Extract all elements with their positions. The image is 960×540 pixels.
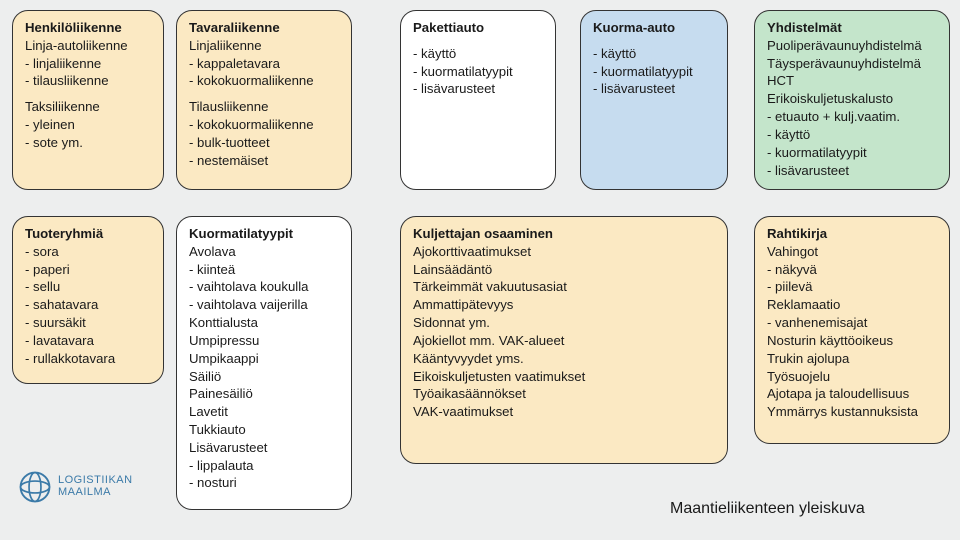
text-line: Lavetit [189,403,339,421]
card-yhdistelmat: Yhdistelmät Puoliperävaunuyhdistelmä Täy… [754,10,950,190]
card-tavaraliikenne: Tavaraliikenne Linjaliikenne - kappaleta… [176,10,352,190]
text-line: Ajokiellot mm. VAK-alueet [413,332,715,350]
text-line: Lainsäädäntö [413,261,715,279]
text-line: Puoliperävaunuyhdistelmä [767,37,937,55]
text-line: Työsuojelu [767,368,937,386]
text-line: Tärkeimmät vakuutusasiat [413,278,715,296]
text-line: - kiinteä [189,261,339,279]
text-line: Trukin ajolupa [767,350,937,368]
text-line: - käyttö [767,126,937,144]
text-line: Täysperävaunuyhdistelmä [767,55,937,73]
card-title: Pakettiauto [413,19,543,37]
text-line: - sellu [25,278,151,296]
text-line: - lisävarusteet [413,80,543,98]
text-line: Työaikasäännökset [413,385,715,403]
text-line: - paperi [25,261,151,279]
text-line: Ajokorttivaatimukset [413,243,715,261]
text-line: Tilausliikenne [189,98,339,116]
text-line: Reklamaatio [767,296,937,314]
text-line: - rullakkotavara [25,350,151,368]
card-kuormatilatyypit: Kuormatilatyypit Avolava - kiinteä - vai… [176,216,352,510]
card-title: Tavaraliikenne [189,19,339,37]
card-henkiloliikenne: Henkilöliikenne Linja-autoliikenne - lin… [12,10,164,190]
card-kuorma-auto: Kuorma-auto - käyttö - kuormatilatyypit … [580,10,728,190]
text-line: Umpipressu [189,332,339,350]
text-line: - vaihtolava vaijerilla [189,296,339,314]
card-title: Tuoteryhmiä [25,225,151,243]
text-line: Lisävarusteet [189,439,339,457]
text-line: Avolava [189,243,339,261]
card-pakettiauto: Pakettiauto - käyttö - kuormatilatyypit … [400,10,556,190]
card-title: Henkilöliikenne [25,19,151,37]
text-line: - käyttö [593,45,715,63]
text-line: - lippalauta [189,457,339,475]
text-line: - nosturi [189,474,339,492]
text-line: - lisävarusteet [593,80,715,98]
text-line: - lavatavara [25,332,151,350]
card-title: Kuljettajan osaaminen [413,225,715,243]
text-line: Säiliö [189,368,339,386]
card-title: Yhdistelmät [767,19,937,37]
text-line: - kuormatilatyypit [413,63,543,81]
text-line: Tukkiauto [189,421,339,439]
text-line: - suursäkit [25,314,151,332]
card-title: Kuormatilatyypit [189,225,339,243]
text-line: Konttialusta [189,314,339,332]
text-line: Vahingot [767,243,937,261]
text-line: Eikoiskuljetusten vaatimukset [413,368,715,386]
page-caption: Maantieliikenteen yleiskuva [670,500,865,518]
text-line: - sora [25,243,151,261]
text-line: Linjaliikenne [189,37,339,55]
text-line: - kuormatilatyypit [593,63,715,81]
text-line: - kokokuormaliikenne [189,116,339,134]
text-line: - kokokuormaliikenne [189,72,339,90]
text-line: - näkyvä [767,261,937,279]
text-line: Ymmärrys kustannuksista [767,403,937,421]
logo: LOGISTIIKAN MAAILMA [18,470,133,504]
text-line: - bulk-tuotteet [189,134,339,152]
card-tuoteryhmia: Tuoteryhmiä - sora - paperi - sellu - sa… [12,216,164,384]
text-line: - nestemäiset [189,152,339,170]
text-line: - tilausliikenne [25,72,151,90]
text-line: HCT [767,72,937,90]
text-line: - kuormatilatyypit [767,144,937,162]
card-kuljettajan-osaaminen: Kuljettajan osaaminen Ajokorttivaatimuks… [400,216,728,464]
text-line: Erikoiskuljetuskalusto [767,90,937,108]
text-line: Sidonnat ym. [413,314,715,332]
text-line: Painesäiliö [189,385,339,403]
text-line: - sahatavara [25,296,151,314]
text-line: Kääntyvyydet yms. [413,350,715,368]
card-title: Kuorma-auto [593,19,715,37]
text-line: - etuauto + kulj.vaatim. [767,108,937,126]
text-line: - piilevä [767,278,937,296]
text-line: VAK-vaatimukset [413,403,715,421]
text-line: - sote ym. [25,134,151,152]
text-line: - lisävarusteet [767,162,937,180]
logo-line2: MAAILMA [58,487,133,499]
text-line: Ammattipätevyys [413,296,715,314]
text-line: - käyttö [413,45,543,63]
text-line: Linja-autoliikenne [25,37,151,55]
card-rahtikirja: Rahtikirja Vahingot - näkyvä - piilevä R… [754,216,950,444]
text-line: Ajotapa ja taloudellisuus [767,385,937,403]
globe-icon [18,470,52,504]
text-line: - yleinen [25,116,151,134]
text-line: - vanhenemisajat [767,314,937,332]
text-line: - vaihtolava koukulla [189,278,339,296]
text-line: Umpikaappi [189,350,339,368]
card-title: Rahtikirja [767,225,937,243]
text-line: Taksiliikenne [25,98,151,116]
logo-text: LOGISTIIKAN MAAILMA [58,475,133,498]
text-line: - linjaliikenne [25,55,151,73]
text-line: Nosturin käyttöoikeus [767,332,937,350]
text-line: - kappaletavara [189,55,339,73]
